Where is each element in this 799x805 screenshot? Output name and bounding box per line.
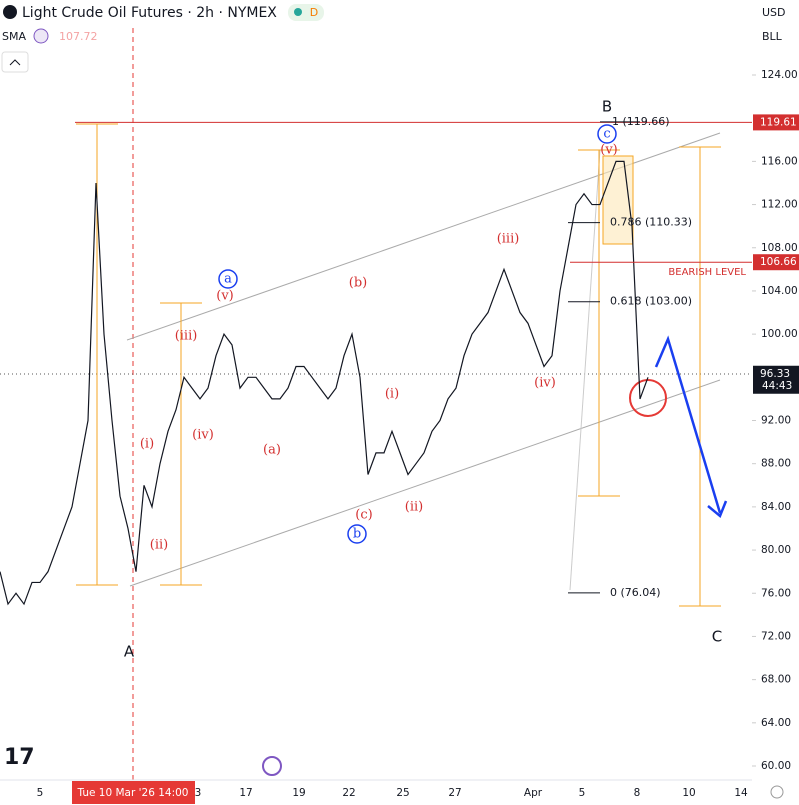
target-box bbox=[602, 155, 634, 245]
symbol-icon bbox=[3, 5, 17, 19]
y-tick-label: 108.00 bbox=[761, 242, 798, 254]
currency[interactable]: USD bbox=[762, 6, 786, 19]
goto-button[interactable] bbox=[262, 756, 282, 776]
status-dot bbox=[294, 8, 302, 16]
wave-label: A bbox=[124, 643, 135, 661]
indicator-icon bbox=[33, 28, 49, 44]
wave-label: (a) bbox=[263, 443, 281, 458]
x-tick-label: 10 bbox=[682, 787, 695, 799]
unit[interactable]: BLL bbox=[762, 30, 783, 43]
y-tick-label: 60.00 bbox=[761, 760, 791, 772]
wave-label: (iv) bbox=[534, 376, 556, 391]
fib-diagonal bbox=[569, 149, 601, 591]
indicator-value: 107.72 bbox=[59, 30, 98, 43]
wave-label: B bbox=[602, 98, 612, 116]
channel-lower bbox=[129, 379, 721, 587]
x-tick-label: 19 bbox=[292, 787, 305, 799]
fib-label: 0.786 (110.33) bbox=[610, 216, 692, 229]
price-tag bbox=[753, 254, 799, 271]
y-tick-label: 92.00 bbox=[761, 415, 791, 427]
y-tick-label: 84.00 bbox=[761, 501, 791, 513]
wave-label: (c) bbox=[355, 508, 372, 523]
wave-label: (ii) bbox=[405, 500, 423, 515]
logo: 𝟭𝟳 bbox=[4, 745, 35, 770]
y-tick-label: 76.00 bbox=[761, 587, 791, 599]
y-tick-label: 124.00 bbox=[761, 69, 798, 81]
chart-title: Light Crude Oil Futures · 2h · NYMEX bbox=[22, 5, 277, 21]
price-tag-label: 96.33 bbox=[760, 368, 790, 380]
settings[interactable] bbox=[770, 785, 784, 799]
bearish-label: BEARISH LEVEL bbox=[668, 267, 746, 278]
wave-label: (i) bbox=[140, 437, 154, 452]
price-tag-label: 119.61 bbox=[760, 116, 797, 128]
crosshair-label: Tue 10 Mar '26 14:00 bbox=[77, 787, 189, 799]
indicator-name: SMA bbox=[2, 30, 26, 43]
x-tick-label: 25 bbox=[396, 787, 409, 799]
x-tick-label: 5 bbox=[579, 787, 586, 799]
wave-label: (ii) bbox=[150, 538, 168, 553]
wave-label: (iii) bbox=[175, 329, 198, 344]
badge-bg bbox=[288, 4, 324, 21]
price-tag-label: 106.66 bbox=[760, 256, 797, 268]
highlight-circle bbox=[629, 379, 667, 417]
badge: D bbox=[310, 6, 318, 19]
y-tick-label: 116.00 bbox=[761, 155, 798, 167]
x-tick-label: 17 bbox=[239, 787, 252, 799]
y-tick-label: 80.00 bbox=[761, 544, 791, 556]
y-tick-label: 64.00 bbox=[761, 717, 791, 729]
x-tick-label: 14 bbox=[734, 787, 748, 799]
fib-label: 0 (76.04) bbox=[610, 586, 661, 599]
projection-arrow bbox=[654, 335, 728, 519]
wave-circle bbox=[218, 269, 238, 289]
y-tick-label: 68.00 bbox=[761, 674, 791, 686]
x-tick-label: 8 bbox=[634, 787, 641, 799]
wave-label: b bbox=[353, 527, 361, 542]
fib-label: 1 (119.66) bbox=[612, 115, 670, 128]
wave-label: c bbox=[603, 127, 610, 142]
y-tick-label: 112.00 bbox=[761, 199, 798, 211]
wave-label: (b) bbox=[349, 276, 367, 291]
wave-circle bbox=[597, 124, 617, 144]
x-tick-label: 5 bbox=[37, 787, 44, 799]
wave-label: (i) bbox=[385, 387, 399, 402]
y-tick-label: 88.00 bbox=[761, 458, 791, 470]
x-tick-label: 3 bbox=[195, 787, 202, 799]
y-tick-label: 100.00 bbox=[761, 328, 798, 340]
y-tick-label: 104.00 bbox=[761, 285, 798, 297]
wave-label: (iii) bbox=[497, 232, 520, 247]
price-axis bbox=[752, 0, 799, 805]
wave-label: (v) bbox=[216, 289, 234, 304]
x-tick-label: 27 bbox=[448, 787, 461, 799]
price-tag bbox=[753, 365, 799, 394]
wave-label: C bbox=[712, 628, 722, 646]
fib-label: 0.618 (103.00) bbox=[610, 295, 692, 308]
collapse-button[interactable] bbox=[1, 51, 29, 73]
wave-label: (iv) bbox=[192, 428, 214, 443]
wave-circle bbox=[347, 524, 367, 544]
x-tick-label: 22 bbox=[342, 787, 355, 799]
y-tick-label: 72.00 bbox=[761, 630, 791, 642]
wave-label: a bbox=[224, 272, 232, 287]
price-tag bbox=[753, 114, 799, 131]
crosshair-tag bbox=[72, 781, 195, 804]
countdown: 44:43 bbox=[762, 380, 792, 392]
x-tick-label: Apr bbox=[524, 787, 543, 799]
wave-label: (v) bbox=[600, 143, 618, 158]
chevron bbox=[9, 59, 21, 66]
price-line bbox=[0, 160, 649, 606]
